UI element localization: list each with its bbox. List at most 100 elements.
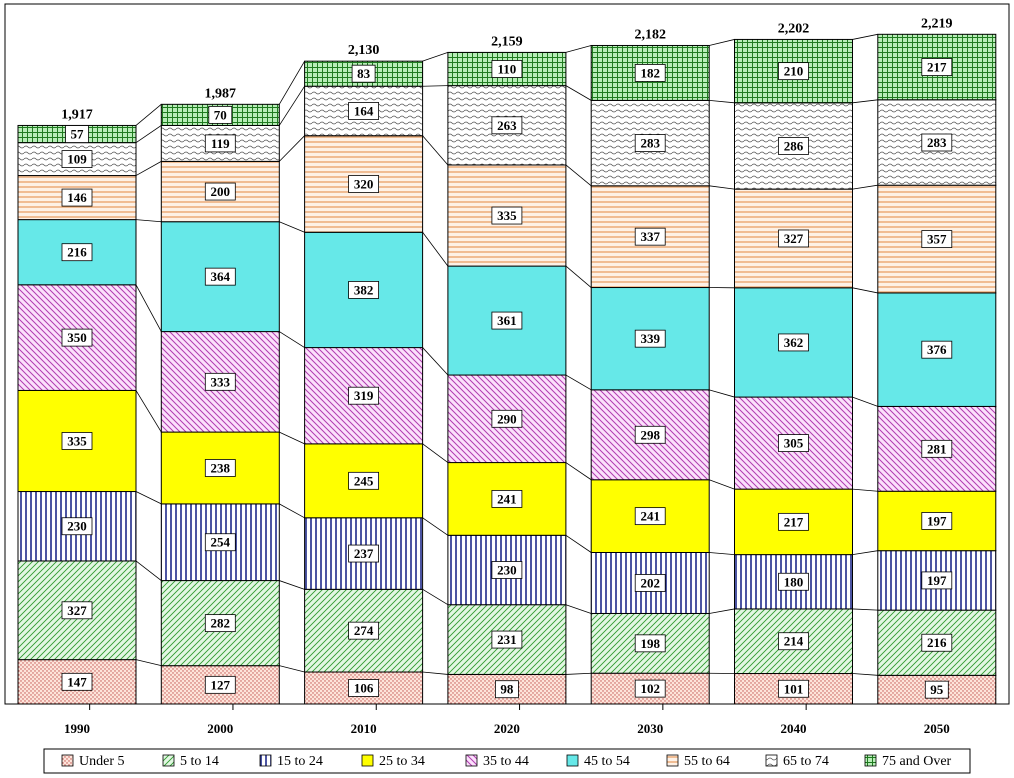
connector-line [422,443,449,463]
connector-line [135,560,162,581]
data-label-box [921,512,953,530]
data-label-55-to-64-2040: 327 [784,231,804,246]
connector-line [852,287,878,294]
data-label-75-and-over-2050: 217 [927,60,947,75]
connector-line [565,604,592,614]
data-label-box [204,675,236,694]
data-label-5-to-14-1990: 327 [67,603,87,618]
connector-line [278,60,305,105]
data-label-box [491,206,523,225]
connector-line [422,671,448,675]
data-label-65-to-74-2020: 263 [497,118,517,133]
data-label-under-5-2000: 127 [211,677,231,692]
legend-swatch-55-to-64 [666,754,679,767]
legend-label-35-to-44: 35 to 44 [483,754,529,769]
data-label-box [491,409,523,428]
connector-line [135,161,162,176]
data-label-75-and-over-2010: 83 [357,66,371,81]
data-label-box [778,62,809,81]
connector-line [565,534,592,553]
data-label-box [204,372,236,391]
data-label-5-to-14-2050: 216 [927,635,947,650]
connector-line [852,673,878,676]
connector-line [852,488,878,492]
data-label-35-to-44-2040: 305 [784,436,804,451]
data-label-35-to-44-2010: 319 [354,388,374,403]
connector-line [422,135,449,166]
data-label-box [491,630,523,649]
data-label-box [491,311,523,330]
data-label-box [634,134,666,153]
data-label-box [204,614,236,633]
data-label-box [921,571,953,590]
legend: Under 5 5 to 14 15 to 24 25 to 34 35 to 44 45… [43,748,971,774]
data-label-under-5-2020: 98 [500,682,514,697]
data-label-box [494,680,519,699]
data-label-box [778,572,809,591]
data-label-55-to-64-2030: 337 [640,229,660,244]
x-tick-label-2030: 2030 [637,721,663,736]
data-label-25-to-34-2000: 238 [211,460,231,475]
data-label-65-to-74-2000: 119 [211,136,230,151]
data-label-75-and-over-1990: 57 [71,127,85,142]
connector-line [279,331,305,348]
total-label-2030: 2,182 [634,27,666,42]
connector-line [279,431,305,445]
data-label-25-to-34-2020: 241 [497,491,517,506]
data-label-box [61,243,93,262]
data-label-box [204,134,236,153]
data-label-under-5-2010: 106 [354,681,374,696]
connector-line [422,517,449,536]
legend-label-25-to-34: 25 to 34 [379,754,425,769]
data-label-box [61,328,93,347]
data-label-65-to-74-2030: 283 [640,136,660,151]
legend-label-5-to-14: 5 to 14 [180,754,219,769]
data-label-box [348,544,380,563]
data-label-box [634,425,666,444]
data-label-under-5-1990: 147 [67,674,87,689]
connector-line [852,608,878,611]
data-label-box [204,533,236,552]
x-axis-ticks: 1990 2000 2010 2020 2030 2040 2050 [64,704,950,736]
data-label-35-to-44-2000: 333 [211,374,231,389]
connector-line [709,39,735,46]
legend-swatch-5-to-14 [162,754,175,767]
data-label-65-to-74-2010: 164 [354,103,374,118]
total-label-2040: 2,202 [778,21,810,36]
data-label-45-to-54-2030: 339 [640,331,660,346]
data-label-box [348,471,380,490]
data-label-box [61,672,93,691]
connector-line [135,659,162,667]
data-label-45-to-54-2000: 364 [211,269,231,284]
legend-label-75-and-over: 75 and Over [882,754,952,769]
data-label-box [348,621,380,640]
data-label-35-to-44-2050: 281 [927,441,947,456]
connector-line [135,491,162,505]
connector-line [279,580,305,590]
data-label-box [634,329,666,348]
legend-label-15-to-24: 15 to 24 [277,754,323,769]
connector-line [565,672,592,675]
legend-swatch-35-to-44 [465,754,478,767]
data-label-under-5-2030: 102 [640,681,660,696]
connector-line [422,588,449,606]
data-label-box [348,175,380,193]
data-label-box [634,227,666,246]
data-label-75-and-over-2030: 182 [640,65,660,80]
total-label-2000: 1,987 [205,86,237,101]
data-label-25-to-34-1990: 335 [67,433,87,448]
connector-line [565,45,592,53]
legend-swatch-15-to-24 [259,754,272,767]
data-label-5-to-14-2000: 282 [211,616,231,631]
connector-line [565,85,592,101]
data-label-15-to-24-2020: 230 [497,563,517,578]
legend-box [43,748,971,774]
connector-line [135,219,162,223]
data-label-box [778,229,809,248]
data-label-box [208,105,233,124]
connector-line [709,552,735,556]
data-label-box [61,188,93,207]
data-label-box [778,512,809,531]
legend-label-55-to-64: 55 to 64 [684,754,730,769]
data-label-75-and-over-2000: 70 [214,107,227,122]
